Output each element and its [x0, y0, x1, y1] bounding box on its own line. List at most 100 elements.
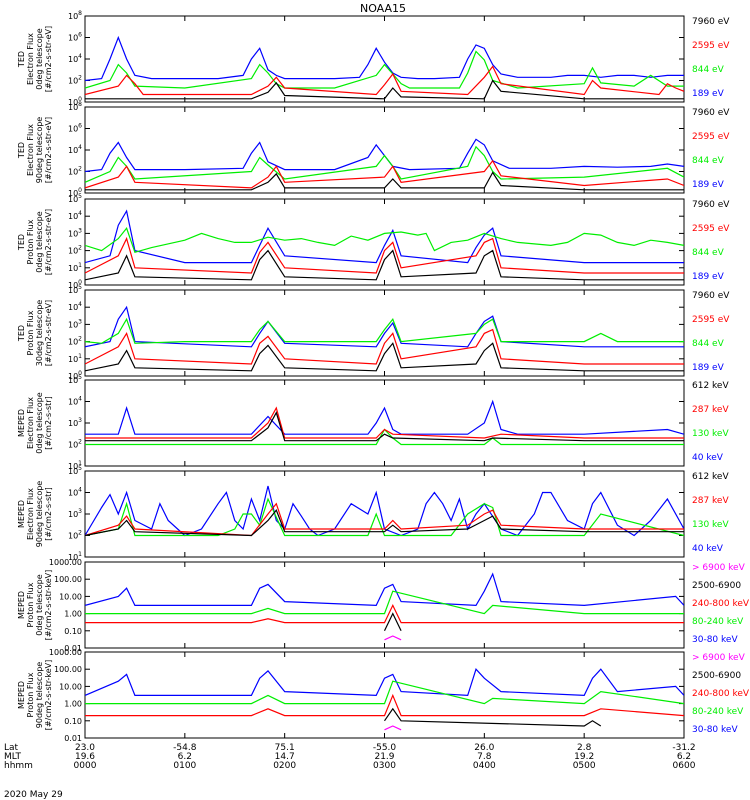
y-axis-label: [#/cm2-s-str-eV]: [44, 26, 53, 92]
series-line-240-800-kev: [85, 604, 684, 624]
footer-value: 19.6: [75, 752, 95, 762]
y-tick-label: 108: [68, 10, 82, 21]
series-line-80-240-kev: [85, 680, 684, 705]
legend-label: 189 eV: [692, 363, 725, 373]
series-line-40-kev: [85, 399, 684, 435]
legend-label: 240-800 keV: [692, 599, 750, 609]
y-axis-label: 0deg telescope: [35, 574, 44, 635]
y-tick-label: 102: [68, 245, 82, 256]
y-axis-label: [#/cm2-s-str-keV]: [44, 570, 53, 641]
footer-value: 0300: [373, 761, 396, 771]
footer-value: 0100: [173, 761, 196, 771]
y-axis-label: Proton Flux: [26, 672, 35, 717]
series-line-2595-ev: [85, 159, 684, 189]
series-line--6900-kev: [384, 725, 402, 731]
legend-label: 2595 eV: [692, 315, 730, 325]
y-axis-label: TED: [17, 142, 26, 159]
y-axis-label: Proton Flux: [26, 582, 35, 627]
y-axis-label: 30deg telescope: [35, 300, 44, 367]
series-line-612-kev: [85, 411, 684, 442]
y-axis-label: 0deg telescope: [35, 28, 44, 89]
y-axis-label: MEPED: [17, 681, 26, 709]
legend-label: 7960 eV: [692, 200, 730, 210]
series-line-2595-ev: [85, 65, 684, 96]
panel-3: 100 101 102 103 104 105 TED Proton Flux 0deg tel…: [17, 193, 730, 290]
series-line-189-ev: [85, 209, 684, 264]
y-tick-label: 1.00: [64, 610, 82, 619]
y-tick-label: 100: [68, 370, 82, 381]
series-line-189-ev: [85, 305, 684, 348]
y-tick-label: 106: [68, 123, 82, 134]
panel-4: 100 101 102 103 104 105 TED Proton Flux 30deg te…: [17, 284, 730, 381]
footer-value: 6.2: [677, 752, 691, 762]
series-line-30-80-kev: [85, 572, 684, 607]
series-line-2500-6900: [384, 707, 602, 727]
panel-2: 100 102 104 106 108 TED Electron Flux 90deg tel…: [17, 101, 730, 198]
y-tick-label: 104: [68, 53, 82, 64]
footer-value: 0600: [673, 761, 696, 771]
legend-label: 7960 eV: [692, 291, 730, 301]
y-tick-label: 10.00: [59, 682, 82, 691]
legend-label: 844 eV: [692, 339, 725, 349]
footer-value: 0500: [573, 761, 596, 771]
y-tick-label: 104: [68, 301, 82, 312]
series-line-2500-6900: [383, 612, 402, 632]
series-line-80-240-kev: [85, 590, 684, 615]
series-line-287-kev: [85, 502, 684, 537]
y-tick-label: 103: [68, 508, 82, 519]
legend-label: 2595 eV: [692, 132, 730, 142]
y-axis-label: [#/cm2-s-str-keV]: [44, 660, 53, 731]
legend-label: 240-800 keV: [692, 689, 750, 699]
legend-label: > 6900 keV: [692, 563, 746, 573]
panel-8: 0.01 0.10 1.00 10.00 100.00 1000.00 MEPED Proto…: [17, 648, 750, 743]
footer-value: 2.8: [577, 743, 592, 753]
y-tick-label: 104: [68, 396, 82, 407]
y-axis-label: [#/cm2-s-str-eV]: [44, 117, 53, 183]
y-axis-label: Electron Flux: [26, 488, 35, 540]
footer-value: 0400: [473, 761, 496, 771]
y-axis-label: TED: [17, 325, 26, 342]
legend-label: 80-240 keV: [692, 617, 744, 627]
footer-value: 6.2: [178, 752, 192, 762]
y-tick-label: 101: [68, 551, 82, 562]
footer-row-label: MLT: [4, 752, 22, 762]
legend-label: 189 eV: [692, 180, 725, 190]
legend-label: 7960 eV: [692, 17, 730, 27]
y-tick-label: 10.00: [59, 592, 82, 601]
y-axis-label: Electron Flux: [26, 33, 35, 85]
legend-label: 2500-6900: [692, 671, 741, 681]
y-axis-label: Electron Flux: [26, 124, 35, 176]
series-line-189-ev: [85, 138, 684, 173]
plot-title: NOAA15: [360, 2, 406, 15]
y-axis-label: Proton Flux: [26, 219, 35, 264]
legend-label: 189 eV: [692, 272, 725, 282]
date-label: 2020 May 29: [4, 790, 63, 800]
orbit-footer: Lat 23.0 -54.8 75.1 -55.0 26.0 2.8 -31.2 MLT 19.6…: [4, 743, 696, 771]
y-axis-label: MEPED: [17, 409, 26, 437]
series-line-612-kev: [85, 509, 684, 537]
series-line-189-ev: [85, 35, 684, 82]
footer-value: 23.0: [75, 743, 95, 753]
y-axis-label: MEPED: [17, 500, 26, 528]
legend-label: 844 eV: [692, 156, 725, 166]
y-tick-label: 104: [68, 487, 82, 498]
footer-row-label: hhmm: [4, 761, 33, 771]
legend-label: 2595 eV: [692, 224, 730, 234]
series-line-2595-ev: [85, 328, 684, 365]
legend-label: 2500-6900: [692, 581, 741, 591]
footer-row-label: Lat: [4, 743, 19, 753]
panel-7: 0.01 0.10 1.00 10.00 100.00 1000.00 MEPED Proto…: [17, 558, 750, 653]
footer-value: 14.7: [275, 752, 295, 762]
y-axis-label: 90deg telescope: [35, 481, 44, 548]
series-line--6900-kev: [384, 635, 402, 641]
footer-value: -55.0: [373, 743, 397, 753]
y-tick-label: 104: [68, 210, 82, 221]
legend-label: 30-80 keV: [692, 635, 738, 645]
y-tick-label: 102: [68, 439, 82, 450]
y-tick-label: 103: [68, 417, 82, 428]
footer-value: -54.8: [173, 743, 197, 753]
y-tick-label: 105: [68, 374, 82, 385]
series-line-844-ev: [85, 226, 684, 254]
